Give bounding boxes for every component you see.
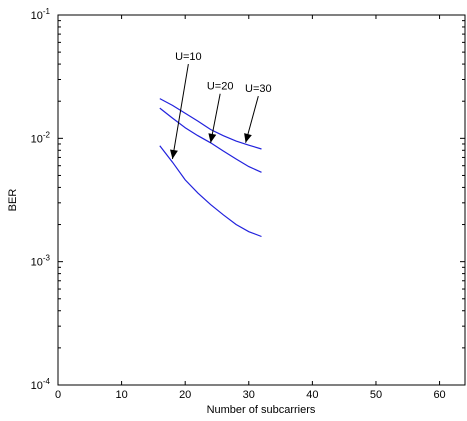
annotation-label: U=10 [175, 51, 202, 63]
series-line [159, 107, 262, 173]
y-tick-label: 10-4 [31, 377, 51, 392]
y-tick-label: 10-1 [31, 7, 51, 22]
annotation-label: U=30 [245, 83, 272, 95]
annotation-arrowhead [244, 133, 252, 143]
y-tick-label: 10-3 [31, 254, 51, 269]
annotation-arrowhead [170, 149, 178, 159]
annotation-label: U=20 [207, 81, 234, 93]
annotation-arrowhead [208, 133, 217, 143]
series-layer [159, 98, 262, 238]
x-tick-label: 20 [179, 389, 191, 401]
annotation-arrow-line [171, 63, 189, 160]
x-tick-label: 30 [243, 389, 255, 401]
x-tick-label: 0 [55, 389, 61, 401]
x-tick-label: 40 [306, 389, 318, 401]
annotation-layer: U=10 U=20 U=30 [170, 51, 272, 160]
x-axis-title: Number of subcarriers [207, 404, 316, 416]
axis-ticks: 0 10 20 30 40 50 60 10-4 10-3 10-2 10-1 [31, 7, 465, 401]
series-line [159, 98, 262, 150]
y-axis-title: BER [7, 189, 19, 212]
series-line [159, 145, 262, 238]
x-tick-label: 10 [115, 389, 127, 401]
y-tick-label: 10-2 [31, 130, 51, 145]
plot-area [57, 14, 466, 386]
x-tick-label: 60 [433, 389, 445, 401]
x-tick-label: 50 [370, 389, 382, 401]
